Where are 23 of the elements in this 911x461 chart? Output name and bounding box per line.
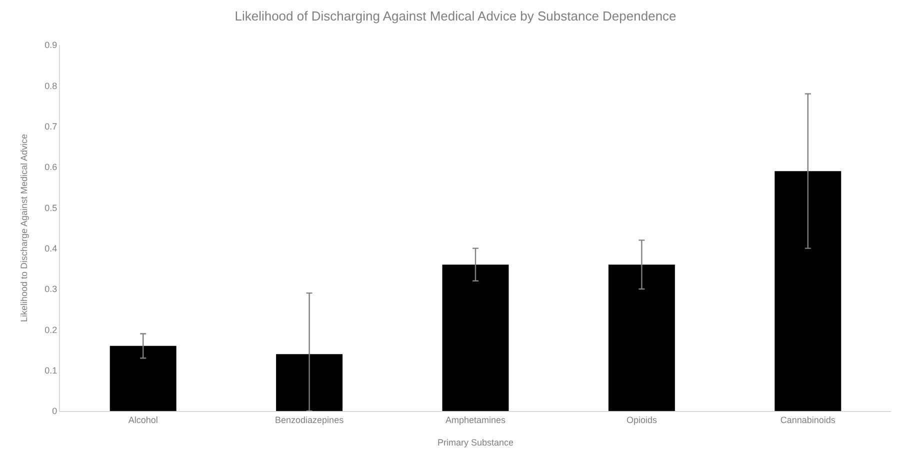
x-tick-label: Cannabinoids bbox=[780, 414, 836, 425]
bar bbox=[110, 346, 176, 411]
y-tick-label: 0.4 bbox=[44, 243, 58, 254]
x-tick-label: Benzodiazepines bbox=[275, 414, 344, 425]
y-tick-label: 0.8 bbox=[44, 80, 58, 91]
y-tick-label: 0.1 bbox=[44, 365, 58, 376]
y-tick-label: 0.7 bbox=[44, 121, 58, 132]
y-tick-label: 0.9 bbox=[44, 40, 58, 50]
y-tick-label: 0 bbox=[52, 406, 58, 416]
y-tick-label: 0.5 bbox=[44, 202, 58, 213]
bar bbox=[276, 354, 343, 411]
x-tick-label: Alcohol bbox=[128, 414, 158, 425]
x-axis-title: Primary Substance bbox=[437, 438, 514, 448]
y-tick-label: 0.2 bbox=[44, 324, 58, 335]
y-tick-label: 0.6 bbox=[44, 162, 58, 172]
bar bbox=[608, 264, 675, 411]
y-axis-title: Likelihood to Discharge Against Medical Advice bbox=[19, 134, 30, 322]
bar bbox=[442, 264, 509, 411]
x-tick-label: Amphetamines bbox=[445, 414, 506, 425]
chart-title: Likelihood of Discharging Against Medical Advice by Substance Dependence bbox=[234, 8, 676, 24]
bar bbox=[774, 171, 842, 411]
x-tick-label: Opioids bbox=[626, 414, 658, 425]
y-tick-label: 0.3 bbox=[44, 284, 58, 294]
